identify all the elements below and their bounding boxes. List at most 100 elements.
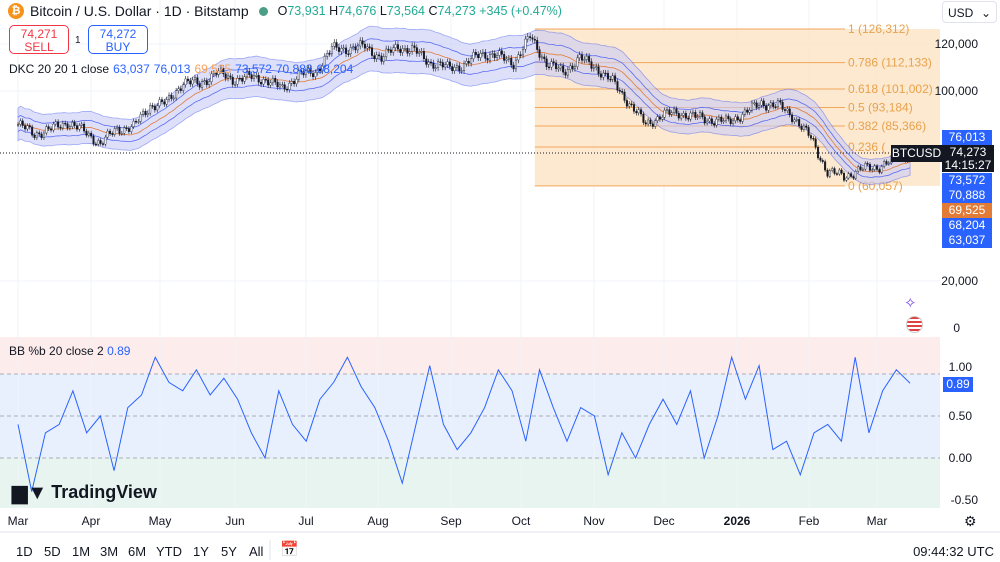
candle <box>205 80 208 86</box>
candle <box>864 163 867 170</box>
candle <box>66 123 69 129</box>
candle <box>229 75 232 78</box>
range-button-all[interactable]: All <box>249 544 264 559</box>
candle <box>609 78 612 81</box>
x-axis-label: Sep <box>440 514 462 528</box>
range-button-3m[interactable]: 3M <box>100 544 119 559</box>
candle <box>555 62 558 70</box>
candle <box>590 61 593 69</box>
quantity: 1 <box>75 35 81 46</box>
range-button-1m[interactable]: 1M <box>72 544 91 559</box>
candle <box>151 105 154 107</box>
range-button-ytd[interactable]: YTD <box>156 544 182 559</box>
candle <box>451 66 454 72</box>
candle <box>363 43 366 49</box>
buy-button[interactable]: 74,272 BUY <box>88 25 148 54</box>
dkc-legend[interactable]: DKC 20 20 1 close 63,037 76,013 69,525 73,57… <box>9 62 354 76</box>
symbol-title[interactable]: Bitcoin / U.S. Dollar · 1D · Bitstamp <box>30 3 249 19</box>
clock[interactable]: 09:44:32 UTC <box>913 544 994 559</box>
candle <box>607 72 610 80</box>
candle <box>149 105 152 114</box>
tradingview-logo[interactable]: ▆▼ TradingView <box>12 482 157 504</box>
candle <box>543 56 546 60</box>
candle <box>342 47 345 50</box>
candle <box>359 40 362 47</box>
candle <box>559 65 562 69</box>
settings-icon[interactable]: ⚙ <box>964 513 977 529</box>
candle <box>727 115 730 120</box>
candle <box>26 125 29 130</box>
candle <box>746 109 749 113</box>
candle <box>243 76 246 82</box>
candle <box>786 108 789 111</box>
bb-axis-label: -0.50 <box>950 493 978 507</box>
bb-axis-label: 1.00 <box>948 360 972 374</box>
candle <box>193 77 196 81</box>
candle <box>59 126 62 129</box>
candle <box>432 62 435 69</box>
candle <box>857 166 860 172</box>
candle <box>356 45 359 51</box>
range-button-1y[interactable]: 1Y <box>193 544 209 559</box>
candle <box>550 61 553 68</box>
bb-legend[interactable]: BB %b 20 close 2 0.89 <box>9 344 131 358</box>
candle <box>323 56 326 67</box>
candle <box>68 126 71 129</box>
range-button-5y[interactable]: 5Y <box>221 544 237 559</box>
candle <box>845 177 848 181</box>
candle <box>536 40 539 50</box>
candle <box>779 100 782 103</box>
candle <box>677 113 680 119</box>
currency-select[interactable]: USD ⌄ <box>942 1 997 23</box>
candle <box>113 128 116 135</box>
candle <box>569 65 572 70</box>
candle <box>78 125 81 130</box>
candle <box>389 49 392 53</box>
candle <box>576 57 579 67</box>
candle <box>833 168 836 174</box>
candle <box>172 97 175 100</box>
ai-sparkle-icon[interactable]: ✧ <box>904 295 917 312</box>
candle <box>90 132 93 137</box>
candle <box>621 91 624 93</box>
candle <box>694 112 697 118</box>
candle <box>349 47 352 55</box>
candle <box>430 61 433 64</box>
sell-button[interactable]: 74,271 SELL <box>9 25 69 54</box>
x-axis-label: May <box>148 514 172 528</box>
candle <box>654 120 657 127</box>
candle <box>368 46 371 49</box>
candle <box>479 53 482 59</box>
candle <box>420 51 423 53</box>
candle <box>54 121 57 125</box>
dkc-upper-tag: 76,013 <box>942 130 992 145</box>
candle <box>545 58 548 68</box>
candle <box>80 123 83 126</box>
candle <box>123 127 126 134</box>
candle <box>887 162 890 165</box>
candle <box>729 118 732 124</box>
candle <box>668 109 671 115</box>
range-button-1d[interactable]: 1D <box>16 544 33 559</box>
us-flag-icon[interactable] <box>906 316 923 333</box>
candle <box>130 126 133 132</box>
candle <box>146 112 149 116</box>
candle <box>156 105 159 111</box>
date-range-calendar-icon[interactable]: 📅 <box>280 541 299 558</box>
candle <box>373 55 376 59</box>
range-button-5d[interactable]: 5D <box>44 544 61 559</box>
candle <box>406 48 409 54</box>
range-button-6m[interactable]: 6M <box>128 544 147 559</box>
candle <box>843 173 846 181</box>
candle <box>401 48 404 53</box>
candle <box>411 45 414 52</box>
symbol-header[interactable]: ₿ Bitcoin / U.S. Dollar · 1D · Bitstamp … <box>8 3 562 19</box>
candle <box>493 53 496 58</box>
candle <box>295 78 298 85</box>
candle <box>635 111 638 114</box>
candle <box>798 119 801 127</box>
candle <box>517 54 520 61</box>
candle <box>512 64 515 70</box>
candle <box>163 101 166 105</box>
